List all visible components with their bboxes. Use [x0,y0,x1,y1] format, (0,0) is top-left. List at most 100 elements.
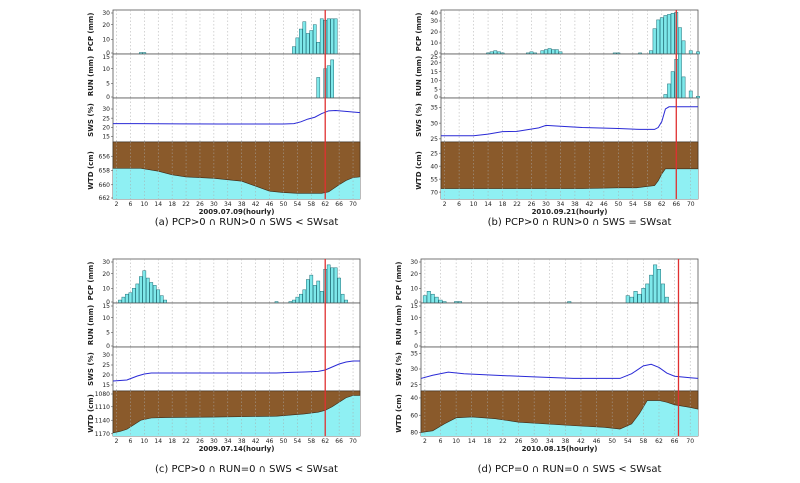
soil-area [112,390,361,434]
x-tick-label: 2 [443,201,447,208]
pcp-bar [426,291,431,304]
y-tick-label: 660 [99,182,111,189]
pcp-bar [121,296,126,304]
x-tick-label: 14 [154,201,162,208]
pcp-bar [302,289,307,304]
pcp-bar [633,291,638,304]
x-tick-label: 42 [577,438,585,445]
y-tick-label: 10 [102,37,110,44]
x-tick-label: 18 [499,201,507,208]
pcp-bar [128,292,133,304]
x-tick-label: 10 [140,438,148,445]
subplot-frame-run [440,53,699,99]
x-tick-label: 6 [128,201,132,208]
y-axis-label-wtd: WTD (cm) [415,151,423,190]
x-tick-label: 10 [452,438,460,445]
y-tick-label: 25 [430,54,438,61]
y-tick-label: 25 [102,362,110,369]
pcp-bar [670,13,675,55]
x-axis-label: 2009.07.09(hourly) [199,208,275,216]
pcp-bar [292,299,296,304]
y-tick-label: 15 [102,134,110,141]
x-tick-label: 22 [513,201,521,208]
y-tick-label: 0 [414,343,418,350]
pcp-bar [547,48,552,55]
pcp-bar [434,296,439,304]
pcp-bar [663,15,668,55]
subplot-frame-sws [112,346,361,392]
pcp-bar [333,267,338,304]
y-tick-label: 0 [106,299,110,306]
y-axis-label-wtd: WTD (cm) [87,394,95,433]
x-tick-label: 66 [335,438,343,445]
y-tick-label: 1110 [95,404,110,411]
x-tick-label: 46 [266,438,274,445]
panel-caption: (d) PCP=0 ∩ RUN=0 ∩ SWS < SWsat [478,464,662,475]
y-tick-label: 1080 [95,391,110,398]
pcp-bar [135,283,140,304]
x-tick-label: 50 [615,201,623,208]
panel-caption: (c) PCP>0 ∩ RUN=0 ∩ SWS < SWsat [155,464,338,475]
y-tick-label: 20 [410,271,418,278]
run-bar [330,59,334,99]
run-bar [681,76,686,99]
y-axis-label-sws: SWS (%) [87,352,95,386]
x-tick-label: 34 [546,438,554,445]
y-tick-label: 5 [434,86,438,93]
y-axis-label-pcp: PCP (mm) [415,13,423,52]
pcp-bar [337,277,341,304]
pcp-bar [295,296,300,304]
y-tick-label: 10 [430,78,438,85]
x-tick-label: 22 [182,438,190,445]
pcp-bar [306,279,310,304]
y-tick-label: 25 [430,150,438,157]
pcp-bar [330,267,334,304]
pcp-bar [142,270,147,304]
x-tick-label: 70 [349,438,357,445]
pcp-bar [312,24,317,55]
run-bar [678,53,682,99]
y-axis-label-wtd: WTD (cm) [87,151,95,190]
x-tick-label: 54 [629,201,637,208]
x-tick-label: 14 [484,201,492,208]
x-tick-label: 2 [115,201,119,208]
pcp-bar [330,18,334,55]
x-tick-label: 58 [307,438,315,445]
pcp-bar [145,277,150,304]
x-tick-label: 42 [252,201,260,208]
y-tick-label: 25 [410,382,418,389]
y-tick-label: 656 [99,153,111,160]
x-tick-label: 66 [335,201,343,208]
x-tick-label: 66 [671,438,679,445]
y-tick-label: 658 [99,168,111,175]
y-tick-label: 10 [410,315,418,322]
pcp-bar [326,264,331,304]
y-tick-label: 5 [414,330,418,337]
x-tick-label: 26 [528,201,536,208]
x-tick-label: 62 [658,201,666,208]
pcp-bar [678,27,682,55]
y-tick-label: 10 [410,286,418,293]
run-bar [326,65,331,99]
x-tick-label: 38 [562,438,570,445]
y-axis-label-sws: SWS (%) [395,352,403,386]
x-tick-label: 30 [210,438,218,445]
x-tick-label: 58 [640,438,648,445]
x-axis-label: 2009.07.14(hourly) [199,445,275,453]
y-tick-label: 5 [106,81,110,88]
x-tick-label: 54 [294,438,302,445]
y-tick-label: 55 [430,176,438,183]
x-tick-label: 38 [238,201,246,208]
y-axis-label-run: RUN (mm) [87,305,95,345]
pcp-bar [326,18,331,55]
subplot-frame-sws [112,97,361,143]
y-tick-label: 25 [102,115,110,122]
x-tick-label: 18 [484,438,492,445]
y-tick-label: 70 [430,189,438,196]
y-axis-label-pcp: PCP (mm) [395,262,403,301]
x-tick-label: 62 [321,438,329,445]
y-tick-label: 1140 [95,417,110,424]
subplot-frame-run [112,302,361,348]
